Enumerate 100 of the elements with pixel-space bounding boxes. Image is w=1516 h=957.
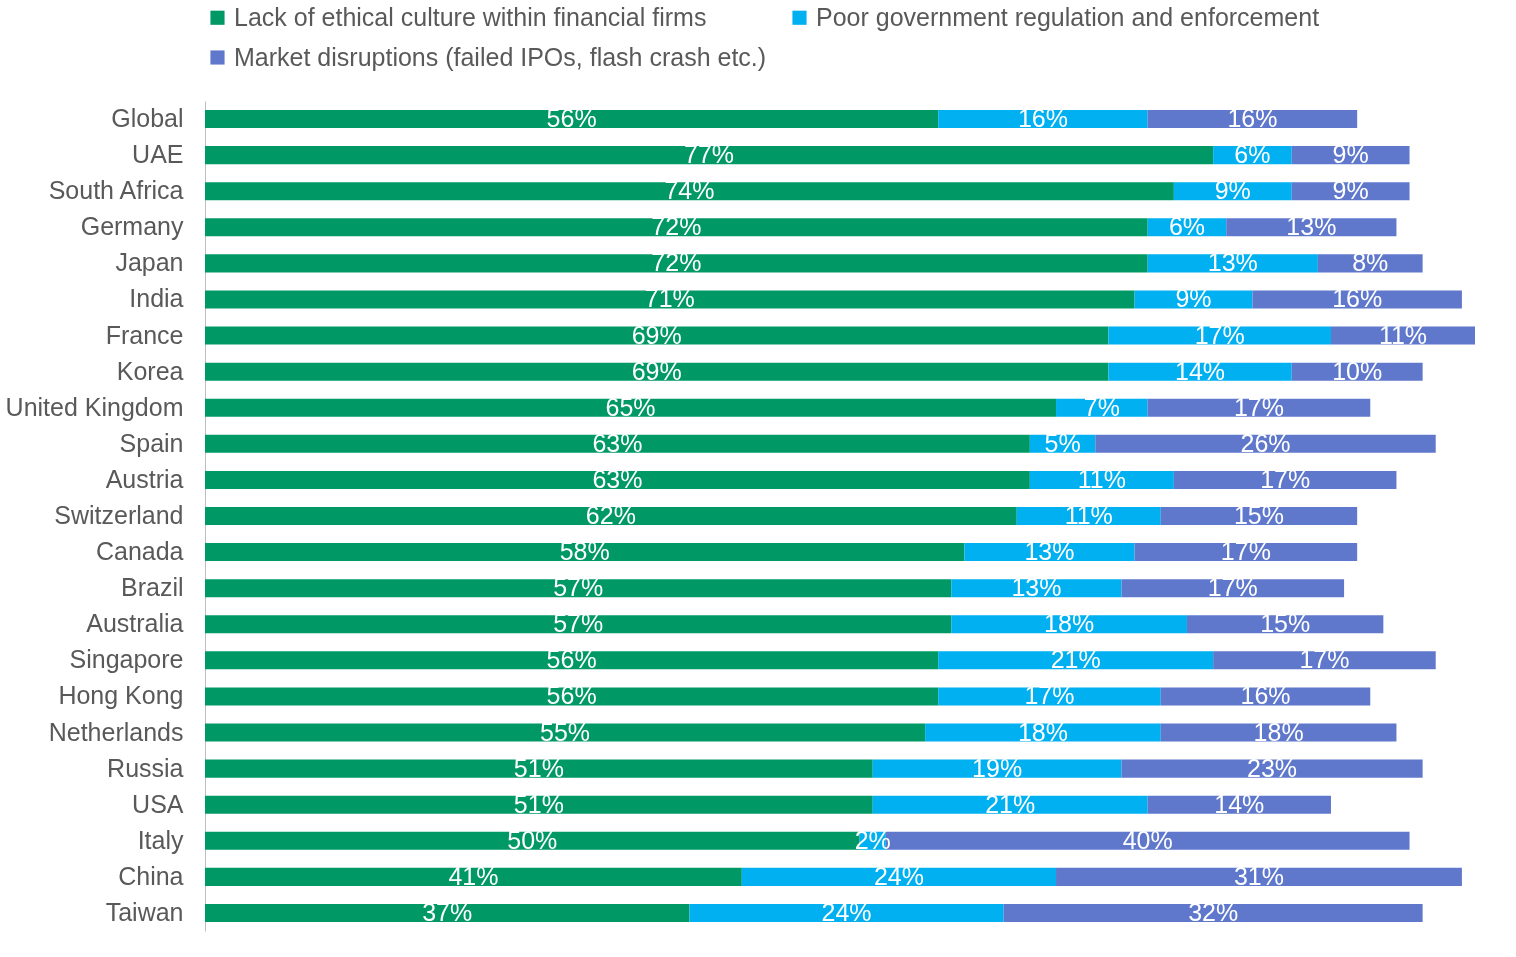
bar	[205, 254, 1148, 273]
y-tick-label: Austria	[105, 464, 184, 493]
data-label: 11%	[1064, 501, 1113, 529]
data-label: 14%	[1175, 356, 1226, 385]
y-tick-label: United Kingdom	[5, 392, 184, 421]
bar	[205, 615, 952, 634]
bar	[205, 362, 1109, 381]
bar	[1147, 398, 1371, 417]
y-tick-label: China	[118, 861, 184, 890]
bar	[1213, 651, 1436, 670]
data-label: 55%	[540, 717, 591, 746]
bar	[1056, 867, 1462, 886]
bar	[951, 615, 1187, 634]
y-tick-label: Australia	[86, 609, 184, 638]
bar	[938, 651, 1214, 670]
data-label: 18%	[1044, 609, 1095, 638]
legend-label: Market disruptions (failed IPOs, flash crash etc.)	[234, 42, 767, 71]
bar	[205, 867, 742, 886]
data-label: 7%	[1083, 392, 1120, 421]
y-tick-label: India	[129, 284, 184, 313]
data-label: 23%	[1247, 753, 1298, 782]
data-label: 51%	[513, 753, 564, 782]
bar	[205, 651, 939, 670]
legend-label: Lack of ethical culture within financial firms	[234, 2, 707, 31]
bar	[205, 579, 952, 598]
data-label: 11%	[1077, 464, 1126, 493]
data-label: 62%	[585, 501, 636, 529]
y-tick-label: Hong Kong	[58, 681, 184, 710]
data-label: 69%	[631, 356, 682, 385]
data-label: 24%	[821, 897, 872, 926]
bar	[1173, 470, 1397, 489]
data-label: 10%	[1332, 356, 1383, 385]
bar	[205, 290, 1135, 309]
data-label: 16%	[1017, 104, 1068, 133]
y-tick-label: Germany	[80, 212, 184, 241]
y-tick-label: USA	[132, 789, 184, 818]
y-tick-label: Japan	[115, 248, 184, 277]
data-label: 11%	[1378, 320, 1428, 349]
y-tick-label: Switzerland	[54, 501, 184, 529]
data-label: 21%	[985, 789, 1036, 818]
bar	[1134, 543, 1358, 562]
y-tick-label: Singapore	[69, 645, 184, 674]
data-label: 14%	[1214, 789, 1265, 818]
data-label: 51%	[513, 789, 564, 818]
bar	[1121, 759, 1423, 778]
y-tick-label: Brazil	[120, 573, 184, 602]
data-label: 2%	[854, 825, 891, 854]
y-tick-label: Russia	[107, 753, 184, 782]
data-label: 63%	[592, 428, 643, 457]
bar	[205, 326, 1109, 345]
bar	[205, 218, 1148, 237]
bar	[205, 398, 1057, 417]
bar	[205, 759, 873, 778]
legend-label: Poor government regulation and enforcement	[816, 2, 1320, 31]
data-label: 69%	[631, 320, 682, 349]
bar	[1121, 579, 1345, 598]
data-label: 18%	[1253, 717, 1304, 746]
bar	[205, 506, 1017, 526]
bar	[1252, 290, 1462, 309]
data-label: 65%	[605, 392, 656, 421]
y-tick-label: Korea	[116, 356, 184, 385]
bar	[205, 795, 873, 814]
bar	[205, 434, 1030, 453]
bar	[872, 759, 1122, 778]
bar	[205, 110, 939, 129]
data-label: 5%	[1044, 428, 1081, 457]
bar	[205, 146, 1214, 165]
bar	[205, 723, 926, 742]
data-label: 17%	[1194, 320, 1245, 349]
y-tick-label: Italy	[137, 825, 184, 854]
data-label: 31%	[1233, 861, 1284, 890]
bar	[205, 903, 690, 922]
data-label: 19%	[972, 753, 1023, 782]
bar	[925, 723, 1161, 742]
bar	[1134, 290, 1253, 309]
y-tick-label: Canada	[95, 537, 184, 566]
bar	[205, 182, 1174, 201]
data-label: 24%	[873, 861, 924, 890]
data-label: 26%	[1240, 428, 1291, 457]
bar	[1160, 723, 1397, 742]
bar	[741, 867, 1057, 886]
bar	[205, 687, 939, 706]
bar	[872, 795, 1148, 814]
data-label: 13%	[1207, 248, 1258, 277]
data-label: 18%	[1017, 717, 1068, 746]
data-label: 17%	[1233, 392, 1284, 421]
data-label: 6%	[1168, 212, 1206, 241]
data-label: 40%	[1122, 825, 1173, 854]
y-tick-label: UAE	[132, 140, 184, 169]
y-tick-label: Spain	[119, 428, 184, 457]
data-label: 50%	[507, 825, 558, 854]
bar	[1003, 903, 1423, 922]
y-tick-label: Taiwan	[105, 897, 184, 926]
bar	[205, 470, 1030, 489]
bar	[1095, 434, 1436, 453]
y-tick-label: Netherlands	[48, 717, 184, 746]
bar	[205, 543, 965, 562]
y-tick-label: Global	[111, 104, 184, 133]
data-label: 41%	[448, 861, 499, 890]
bar	[1108, 326, 1331, 345]
